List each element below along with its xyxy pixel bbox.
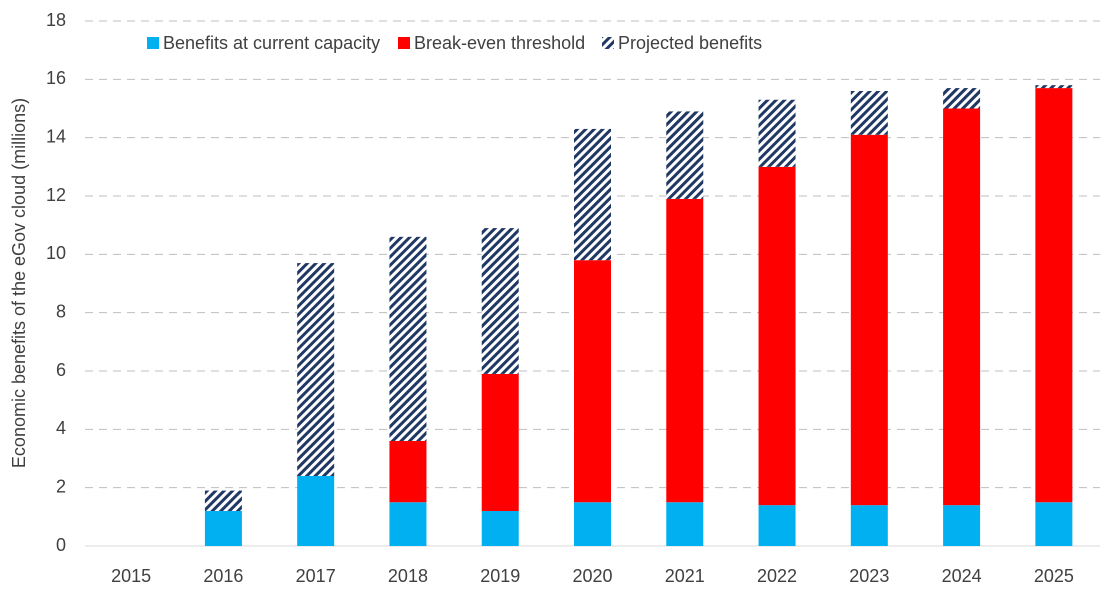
legend-swatch [147, 37, 159, 49]
bar-segment [481, 373, 519, 511]
y-tick-label: 18 [46, 10, 66, 30]
y-tick-label: 16 [46, 68, 66, 88]
bar-segment [297, 476, 335, 546]
bar-segment [1035, 88, 1073, 503]
bar-segment [666, 111, 704, 199]
bar-segment [850, 505, 888, 546]
bar-segment [574, 502, 611, 546]
bar-segment [574, 260, 611, 503]
bar-segment [850, 134, 888, 506]
legend-label: Break-even threshold [414, 33, 585, 53]
bar-segment [389, 441, 427, 503]
x-tick-label: 2023 [849, 566, 889, 586]
x-tick-label: 2022 [757, 566, 797, 586]
bar-segment [389, 236, 427, 441]
legend-swatch [398, 37, 410, 49]
bar-segment [758, 166, 796, 506]
y-tick-label: 14 [46, 126, 66, 146]
bar-segment [758, 99, 796, 167]
bar-segment [943, 108, 981, 506]
x-tick-label: 2017 [296, 566, 336, 586]
y-tick-label: 2 [56, 476, 66, 496]
x-tick-label: 2016 [203, 566, 243, 586]
bar-segment [666, 198, 704, 503]
x-tick-label: 2021 [665, 566, 705, 586]
legend-label: Projected benefits [618, 33, 762, 53]
legend-label: Benefits at current capacity [163, 33, 380, 53]
bar-segment [481, 511, 519, 546]
x-tick-label: 2024 [942, 566, 982, 586]
bar-segment [666, 502, 704, 546]
y-tick-label: 6 [56, 360, 66, 380]
bar-segment [481, 228, 519, 374]
y-tick-label: 8 [56, 301, 66, 321]
bar-segment [758, 505, 796, 546]
x-tick-label: 2018 [388, 566, 428, 586]
bar-segment [574, 128, 611, 261]
bar-segment [850, 91, 888, 135]
x-tick-label: 2019 [480, 566, 520, 586]
y-tick-label: 0 [56, 535, 66, 555]
x-tick-label: 2025 [1034, 566, 1074, 586]
y-tick-label: 4 [56, 418, 66, 438]
x-tick-label: 2020 [572, 566, 612, 586]
bar-segment [204, 490, 242, 511]
y-axis-label: Economic benefits of the eGov cloud (mil… [9, 98, 29, 468]
bar-segment [1035, 502, 1073, 546]
bar-segment [943, 505, 981, 546]
bar-segment [389, 502, 427, 546]
y-tick-label: 12 [46, 185, 66, 205]
bar-segment [943, 88, 981, 109]
y-tick-label: 10 [46, 243, 66, 263]
bar-segment [297, 263, 335, 476]
x-tick-label: 2015 [111, 566, 151, 586]
bar-segment [204, 511, 242, 546]
legend-swatch [602, 37, 614, 49]
bar-segment [1035, 85, 1073, 89]
